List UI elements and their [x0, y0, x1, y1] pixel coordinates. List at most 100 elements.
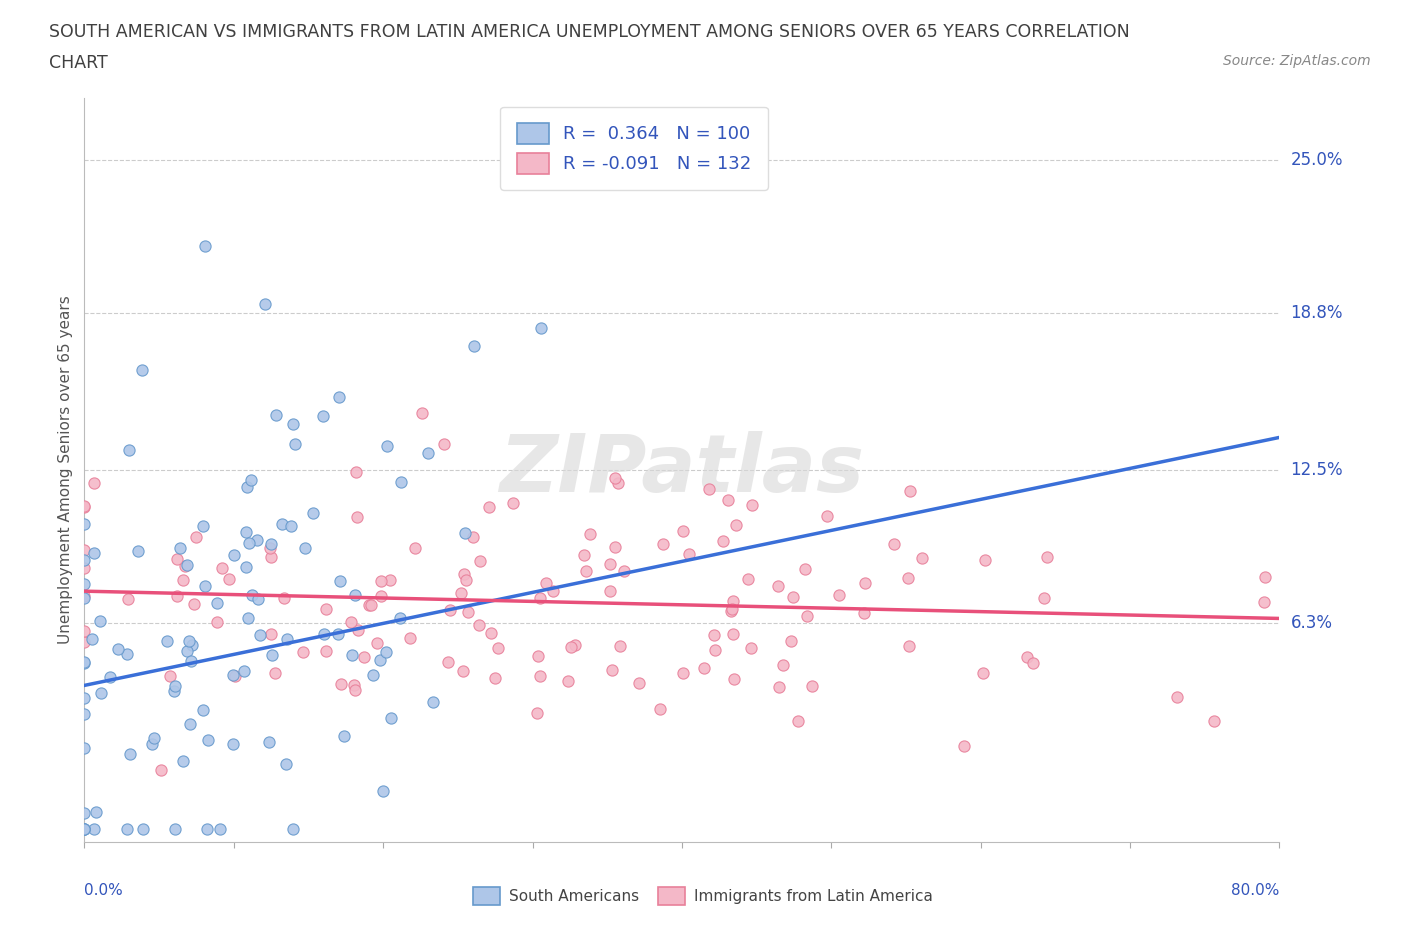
- Point: [194, 238, 217, 253]
- Text: 6.3%: 6.3%: [1291, 615, 1333, 632]
- Point: [828, 587, 851, 602]
- Y-axis label: Unemployment Among Seniors over 65 years: Unemployment Among Seniors over 65 years: [58, 296, 73, 644]
- Point: [332, 729, 354, 744]
- Point: [73, 822, 96, 837]
- Point: [183, 596, 205, 611]
- Point: [246, 533, 269, 548]
- Point: [142, 730, 165, 745]
- Point: [678, 547, 700, 562]
- Point: [703, 643, 725, 658]
- Point: [529, 669, 551, 684]
- Point: [83, 476, 105, 491]
- Point: [607, 476, 630, 491]
- Point: [723, 671, 745, 686]
- Point: [599, 557, 621, 572]
- Point: [343, 678, 366, 693]
- Point: [740, 640, 762, 655]
- Point: [897, 570, 920, 585]
- Point: [315, 601, 337, 616]
- Point: [194, 579, 217, 594]
- Point: [572, 547, 595, 562]
- Point: [328, 390, 350, 405]
- Point: [205, 595, 228, 610]
- Point: [787, 713, 810, 728]
- Point: [575, 564, 598, 578]
- Point: [294, 540, 316, 555]
- Point: [463, 339, 485, 353]
- Point: [118, 443, 141, 458]
- Point: [163, 684, 186, 698]
- Point: [779, 633, 801, 648]
- Point: [603, 539, 626, 554]
- Point: [247, 591, 270, 606]
- Point: [721, 602, 744, 617]
- Point: [340, 647, 363, 662]
- Point: [339, 615, 361, 630]
- Point: [236, 480, 259, 495]
- Point: [793, 562, 815, 577]
- Point: [236, 610, 259, 625]
- Point: [329, 574, 352, 589]
- Point: [271, 516, 294, 531]
- Point: [529, 591, 551, 605]
- Point: [450, 585, 472, 600]
- Point: [73, 589, 96, 604]
- Point: [89, 614, 111, 629]
- Point: [131, 363, 153, 378]
- Point: [389, 611, 412, 626]
- Point: [259, 626, 281, 641]
- Point: [361, 668, 384, 683]
- Point: [260, 647, 283, 662]
- Point: [370, 573, 392, 588]
- Point: [240, 472, 263, 487]
- Point: [599, 583, 621, 598]
- Point: [422, 695, 444, 710]
- Point: [768, 578, 790, 593]
- Point: [73, 499, 96, 514]
- Point: [222, 548, 245, 563]
- Point: [73, 822, 96, 837]
- Point: [197, 733, 219, 748]
- Point: [179, 633, 201, 648]
- Point: [467, 618, 489, 632]
- Point: [374, 644, 396, 659]
- Point: [159, 669, 181, 684]
- Point: [184, 529, 207, 544]
- Point: [284, 437, 307, 452]
- Point: [721, 593, 744, 608]
- Point: [73, 552, 96, 567]
- Point: [359, 598, 381, 613]
- Point: [461, 529, 484, 544]
- Point: [1253, 569, 1275, 584]
- Text: Source: ZipAtlas.com: Source: ZipAtlas.com: [1223, 54, 1371, 68]
- Point: [360, 598, 382, 613]
- Point: [973, 553, 995, 568]
- Point: [83, 822, 105, 837]
- Point: [73, 591, 96, 605]
- Point: [224, 668, 246, 683]
- Point: [613, 564, 636, 578]
- Point: [150, 763, 173, 777]
- Point: [132, 822, 155, 837]
- Point: [330, 676, 353, 691]
- Point: [83, 546, 105, 561]
- Point: [911, 551, 934, 565]
- Text: 12.5%: 12.5%: [1291, 460, 1343, 479]
- Point: [534, 576, 557, 591]
- Point: [366, 636, 388, 651]
- Point: [218, 571, 240, 586]
- Point: [312, 408, 335, 423]
- Point: [651, 536, 673, 551]
- Point: [693, 661, 716, 676]
- Point: [648, 702, 671, 717]
- Point: [373, 783, 395, 798]
- Point: [173, 559, 195, 574]
- Point: [579, 526, 602, 541]
- Point: [380, 711, 402, 725]
- Point: [1253, 595, 1275, 610]
- Point: [772, 658, 794, 672]
- Point: [314, 627, 336, 642]
- Point: [73, 822, 96, 837]
- Point: [276, 756, 298, 771]
- Point: [782, 589, 804, 604]
